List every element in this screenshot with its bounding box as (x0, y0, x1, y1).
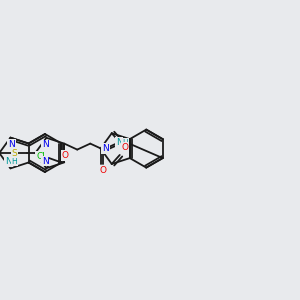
Text: O: O (121, 143, 128, 152)
Text: S: S (11, 148, 17, 158)
Text: O: O (100, 166, 107, 175)
Text: N: N (42, 157, 49, 166)
Text: O: O (62, 151, 69, 160)
Text: Cl: Cl (36, 152, 45, 161)
Text: N: N (116, 138, 123, 147)
Text: O: O (121, 146, 128, 154)
Text: N: N (42, 140, 49, 149)
Text: N: N (102, 144, 109, 153)
Text: H: H (12, 157, 17, 166)
Text: N: N (8, 140, 15, 149)
Text: N: N (5, 157, 12, 166)
Text: H: H (122, 139, 128, 148)
